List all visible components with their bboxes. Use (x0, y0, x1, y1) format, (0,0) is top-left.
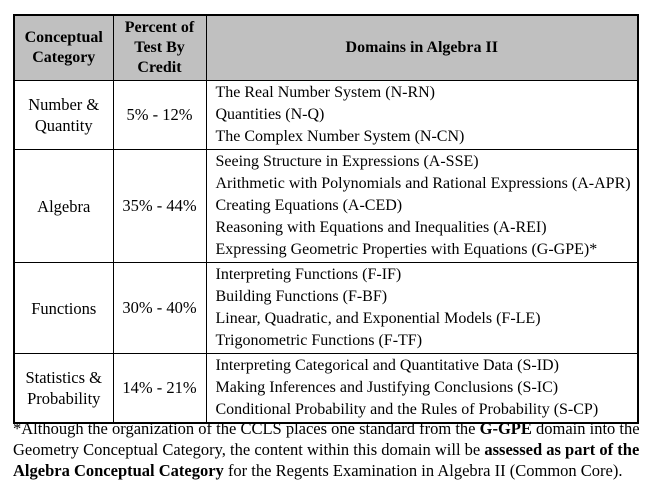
category-cell: Algebra (13, 149, 114, 263)
domain-line: Arithmetic with Polynomials and Rational… (215, 175, 631, 192)
footnote-line-3: Algebra Conceptual Category for the Rege… (13, 460, 645, 481)
domain-line: Reasoning with Equations and Inequalitie… (215, 219, 547, 236)
domains-cell: Seeing Structure in Expressions (A-SSE) … (205, 149, 639, 263)
col-header-conceptual-category: Conceptual Category (13, 14, 114, 81)
table-header-row: Conceptual Category Percent of Test By C… (13, 14, 639, 81)
category-cell: Statistics & Probability (13, 353, 114, 424)
table-row-functions: Functions 30% - 40% Interpreting Functio… (13, 262, 639, 354)
domain-line: Seeing Structure in Expressions (A-SSE) (215, 153, 479, 170)
domains-cell: Interpreting Functions (F-IF) Building F… (205, 262, 639, 354)
col-header-domains: Domains in Algebra II (205, 14, 639, 81)
footnote-text: for the Regents Examination in Algebra I… (223, 461, 623, 480)
percent-cell: 35% - 44% (112, 149, 207, 263)
footnote-line-1: *Although the organization of the CCLS p… (13, 418, 645, 439)
domains-cell: The Real Number System (N-RN) Quantities… (205, 80, 639, 150)
footnote: *Although the organization of the CCLS p… (13, 418, 645, 481)
domain-line: Quantities (N-Q) (215, 106, 325, 123)
domain-line: Making Inferences and Justifying Conclus… (215, 379, 559, 396)
col-header-percent-of-test: Percent of Test By Credit (112, 14, 207, 81)
domain-line: Linear, Quadratic, and Exponential Model… (215, 310, 541, 327)
footnote-bold-g-gpe: G-GPE (479, 419, 532, 438)
footnote-bold-assessed: assessed as part of the (484, 440, 640, 459)
footnote-bold-algebra-category: Algebra Conceptual Category (13, 461, 224, 480)
domains-cell: Interpreting Categorical and Quantitativ… (205, 353, 639, 424)
domain-line: The Complex Number System (N-CN) (215, 128, 465, 145)
domain-line: Building Functions (F-BF) (215, 288, 388, 305)
category-cell: Functions (13, 262, 114, 354)
domain-line: Expressing Geometric Properties with Equ… (215, 241, 598, 258)
table-row-statistics-probability: Statistics & Probability 14% - 21% Inter… (13, 353, 639, 424)
footnote-text: *Although the organization of the CCLS p… (13, 419, 480, 438)
domain-line: Interpreting Functions (F-IF) (215, 266, 402, 283)
domain-line: The Real Number System (N-RN) (215, 84, 436, 101)
footnote-text: domain into the (531, 419, 640, 438)
footnote-line-2: Geometry Conceptual Category, the conten… (13, 439, 645, 460)
exam-blueprint-table: Conceptual Category Percent of Test By C… (13, 14, 639, 424)
percent-cell: 14% - 21% (112, 353, 207, 424)
percent-cell: 5% - 12% (112, 80, 207, 150)
table-row-number-quantity: Number & Quantity 5% - 12% The Real Numb… (13, 80, 639, 150)
percent-cell: 30% - 40% (112, 262, 207, 354)
domain-line: Conditional Probability and the Rules of… (215, 401, 599, 418)
footnote-text: Geometry Conceptual Category, the conten… (13, 440, 485, 459)
table-row-algebra: Algebra 35% - 44% Seeing Structure in Ex… (13, 149, 639, 263)
domain-line: Interpreting Categorical and Quantitativ… (215, 357, 559, 374)
domain-line: Trigonometric Functions (F-TF) (215, 332, 423, 349)
domain-line: Creating Equations (A-CED) (215, 197, 403, 214)
category-cell: Number & Quantity (13, 80, 114, 150)
